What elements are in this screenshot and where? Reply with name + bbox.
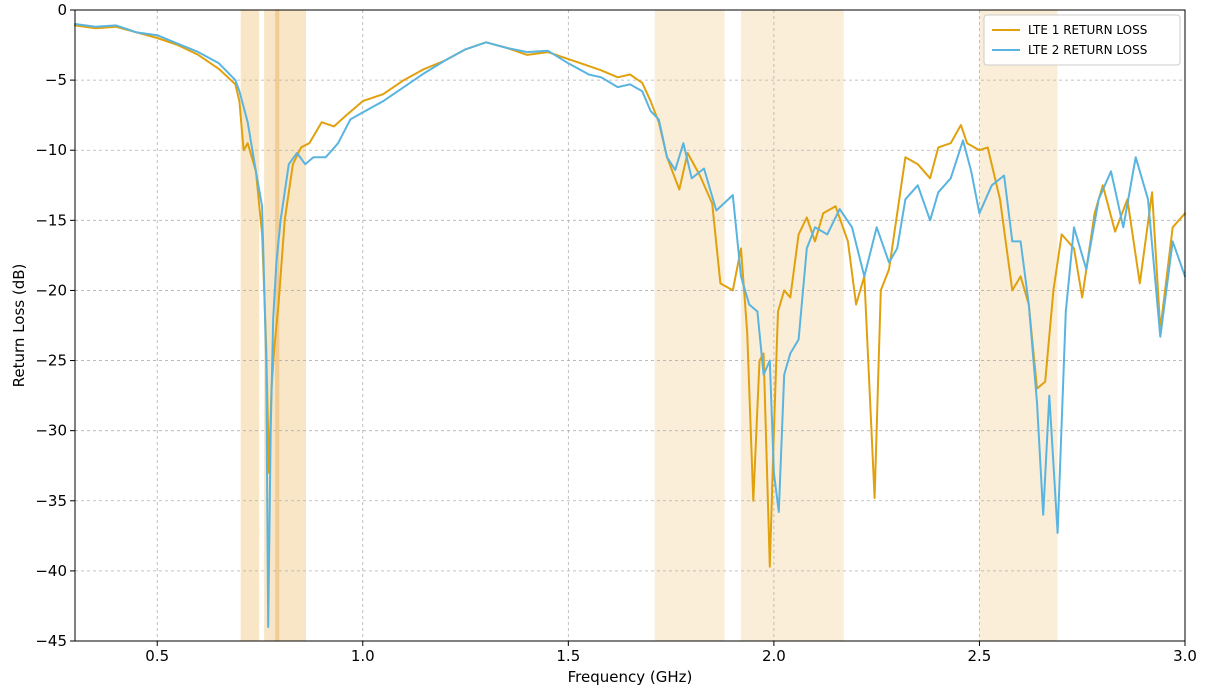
frequency-band-3 <box>654 10 725 641</box>
plot-frame <box>74 9 1186 642</box>
series-line-lte-2 <box>74 23 1186 628</box>
x-tick-label: 3.0 <box>1173 647 1197 665</box>
frequency-band-5 <box>979 10 1058 641</box>
frequency-band-1 <box>264 10 307 641</box>
legend-label: LTE 1 RETURN LOSS <box>1028 23 1147 37</box>
y-tick-label: −35 <box>35 492 67 510</box>
y-tick-label: −20 <box>35 281 67 299</box>
y-tick-label: −10 <box>35 141 67 159</box>
x-tick-label: 1.5 <box>556 647 580 665</box>
x-axis-title: Frequency (GHz) <box>568 668 693 686</box>
legend: LTE 1 RETURN LOSS LTE 2 RETURN LOSS <box>983 14 1181 66</box>
y-tick-label: −30 <box>35 422 67 440</box>
x-tick-label: 1.0 <box>351 647 375 665</box>
legend-box <box>983 14 1181 66</box>
series-line-lte-1 <box>74 24 1186 568</box>
x-tick-label: 0.5 <box>145 647 169 665</box>
y-axis-title: Return Loss (dB) <box>10 264 28 388</box>
y-tick-label: −15 <box>35 211 67 229</box>
y-tick-label: 0 <box>57 1 67 19</box>
y-tick-label: −25 <box>35 352 67 370</box>
y-tick-label: −40 <box>35 562 67 580</box>
frequency-bands <box>240 10 1058 641</box>
y-axis-ticks: 0 −5 −10 −15 −20 −25 −30 −35 −40 −45 <box>35 1 75 650</box>
x-tick-label: 2.5 <box>968 647 992 665</box>
y-tick-label: −45 <box>35 632 67 650</box>
frequency-band-4 <box>741 10 844 641</box>
y-tick-label: −5 <box>45 71 67 89</box>
x-tick-label: 2.0 <box>762 647 786 665</box>
series-lines <box>74 23 1186 628</box>
legend-label: LTE 2 RETURN LOSS <box>1028 43 1147 57</box>
x-axis-ticks: 0.5 1.0 1.5 2.0 2.5 3.0 <box>145 641 1197 665</box>
